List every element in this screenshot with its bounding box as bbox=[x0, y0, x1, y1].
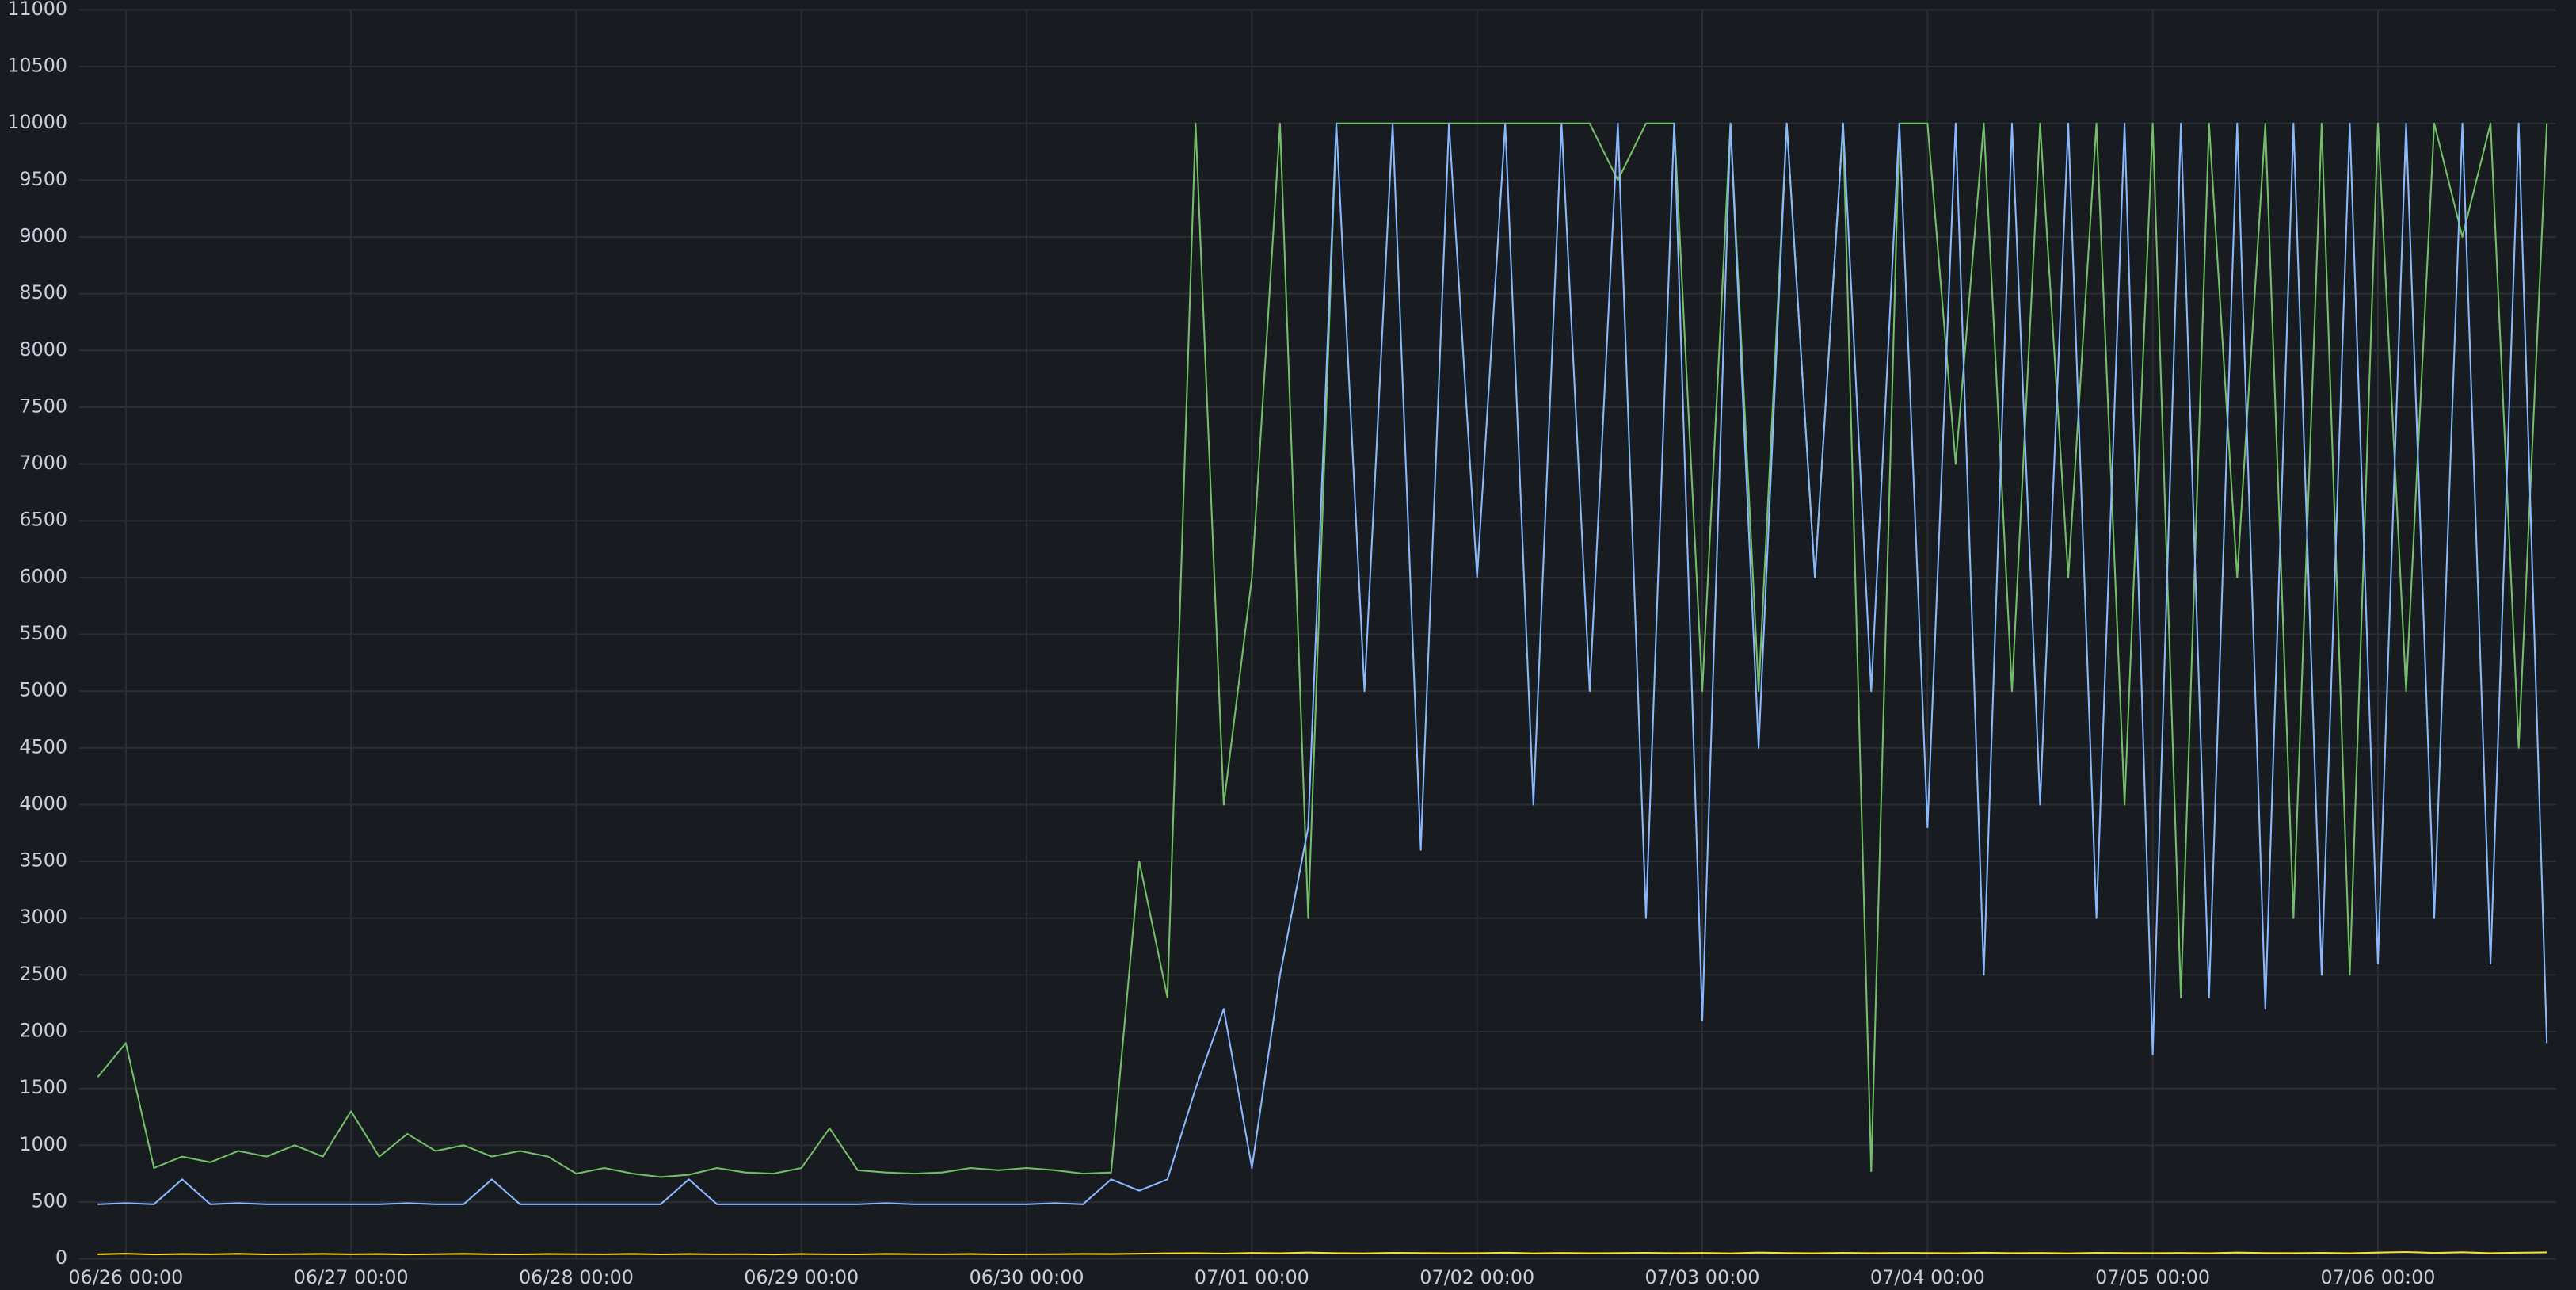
y-tick-label: 3500 bbox=[19, 849, 67, 872]
series-line bbox=[97, 122, 2548, 1178]
x-tick-label: 06/28 00:00 bbox=[519, 1266, 634, 1288]
y-tick-label: 6500 bbox=[19, 509, 67, 531]
y-tick-label: 0 bbox=[55, 1246, 67, 1269]
x-tick-label: 07/01 00:00 bbox=[1195, 1266, 1309, 1288]
y-tick-label: 8500 bbox=[19, 281, 67, 303]
y-tick-label: 10500 bbox=[7, 55, 67, 77]
series-line bbox=[97, 1250, 2547, 1256]
y-tick-label: 9000 bbox=[19, 225, 67, 247]
x-tick-label: 06/29 00:00 bbox=[744, 1266, 859, 1288]
x-tick-label: 07/06 00:00 bbox=[2320, 1266, 2435, 1288]
y-tick-label: 2500 bbox=[19, 963, 67, 985]
y-tick-label: 4000 bbox=[19, 792, 67, 815]
x-tick-label: 06/30 00:00 bbox=[970, 1266, 1084, 1288]
plot-area bbox=[97, 122, 2548, 1256]
y-tick-label: 5500 bbox=[19, 622, 67, 644]
x-tick-label: 07/02 00:00 bbox=[1419, 1266, 1534, 1288]
y-tick-label: 9500 bbox=[19, 168, 67, 190]
x-tick-label: 07/05 00:00 bbox=[2095, 1266, 2210, 1288]
y-tick-label: 6000 bbox=[19, 565, 67, 587]
y-tick-label: 1000 bbox=[19, 1133, 67, 1155]
y-tick-label: 7500 bbox=[19, 395, 67, 417]
y-tick-label: 3000 bbox=[19, 906, 67, 928]
y-tick-label: 2000 bbox=[19, 1020, 67, 1042]
y-tick-label: 4500 bbox=[19, 735, 67, 758]
y-tick-label: 8000 bbox=[19, 338, 67, 361]
y-tick-label: 5000 bbox=[19, 679, 67, 701]
x-tick-label: 07/03 00:00 bbox=[1645, 1266, 1760, 1288]
x-tick-label: 06/27 00:00 bbox=[294, 1266, 409, 1288]
y-tick-label: 1500 bbox=[19, 1076, 67, 1098]
series-line bbox=[97, 122, 2548, 1205]
y-tick-label: 11000 bbox=[7, 0, 67, 20]
axis-labels: 0 500 1000 1500 2000 2500 3000 3500 4000 4500 5000… bbox=[7, 0, 2435, 1288]
x-tick-label: 07/04 00:00 bbox=[1870, 1266, 1985, 1288]
y-tick-label: 10000 bbox=[7, 111, 67, 133]
y-tick-label: 7000 bbox=[19, 452, 67, 474]
y-tick-label: 500 bbox=[32, 1189, 67, 1212]
x-tick-label: 06/26 00:00 bbox=[68, 1266, 183, 1288]
